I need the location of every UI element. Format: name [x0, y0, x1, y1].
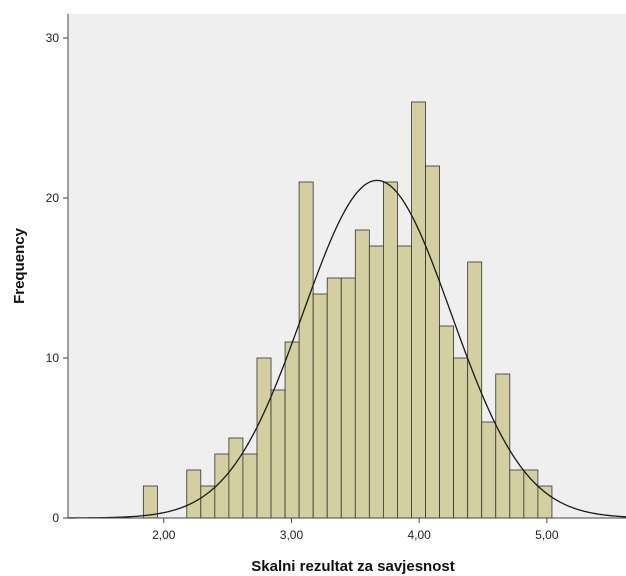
histogram-bar	[453, 357, 469, 519]
histogram-bar	[200, 485, 216, 519]
y-tick-label: 10	[46, 351, 60, 365]
histogram-bar	[481, 421, 497, 519]
histogram-bar	[382, 181, 398, 519]
histogram-bar	[523, 469, 539, 519]
histogram-bar	[425, 165, 440, 519]
x-tick-label: 5,00	[535, 528, 559, 542]
x-tick-label: 4,00	[407, 528, 431, 542]
histogram-bar	[284, 341, 300, 519]
normal-curve	[68, 179, 626, 519]
histogram-bar	[228, 437, 244, 519]
histogram-bar	[537, 485, 553, 519]
histogram-bar	[186, 469, 202, 519]
y-axis-title: Frequency	[11, 227, 28, 304]
histogram-bar	[270, 389, 286, 519]
y-tick-label: 0	[52, 511, 59, 525]
histogram-bar	[340, 277, 356, 519]
y-axis-ticks: 0 10 20 30	[46, 31, 68, 525]
y-tick-label: 30	[46, 31, 60, 45]
histogram-bars	[142, 101, 553, 519]
histogram-bar	[509, 469, 525, 519]
histogram-bar	[256, 357, 272, 519]
histogram-bar	[354, 229, 370, 519]
x-tick-label: 2,00	[152, 528, 176, 542]
histogram-bar	[326, 277, 342, 519]
x-tick-label: 3,00	[280, 528, 304, 542]
histogram-bar	[298, 181, 314, 519]
x-axis-ticks: 2,00 3,00 4,00 5,00	[152, 518, 559, 542]
histogram-bar	[312, 293, 328, 519]
histogram-bar	[439, 325, 455, 519]
histogram-bar	[368, 245, 384, 519]
histogram-bar	[142, 485, 158, 519]
y-tick-label: 20	[46, 191, 60, 205]
histogram-bar	[242, 453, 258, 519]
histogram-bar	[411, 101, 426, 519]
histogram-bar	[397, 245, 412, 519]
x-axis-title: Skalni rezultat za savjesnost	[251, 558, 454, 575]
